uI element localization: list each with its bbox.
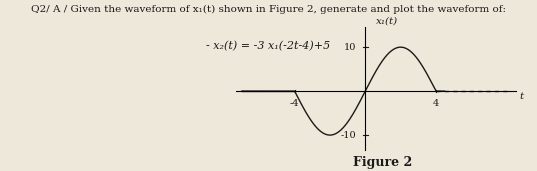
Text: -10: -10 bbox=[341, 131, 357, 140]
Text: Q2/ A / Given the waveform of x₁(t) shown in Figure 2, generate and plot the wav: Q2/ A / Given the waveform of x₁(t) show… bbox=[31, 5, 506, 14]
Text: 10: 10 bbox=[344, 43, 357, 52]
Text: - x₂(t) = -3 x₁(-2t-4)+5: - x₂(t) = -3 x₁(-2t-4)+5 bbox=[206, 41, 331, 51]
Text: t: t bbox=[520, 92, 524, 101]
Text: -4: -4 bbox=[290, 99, 299, 108]
Text: x₁(t): x₁(t) bbox=[376, 16, 398, 25]
Text: 4: 4 bbox=[433, 99, 439, 108]
Text: Figure 2: Figure 2 bbox=[353, 156, 412, 169]
